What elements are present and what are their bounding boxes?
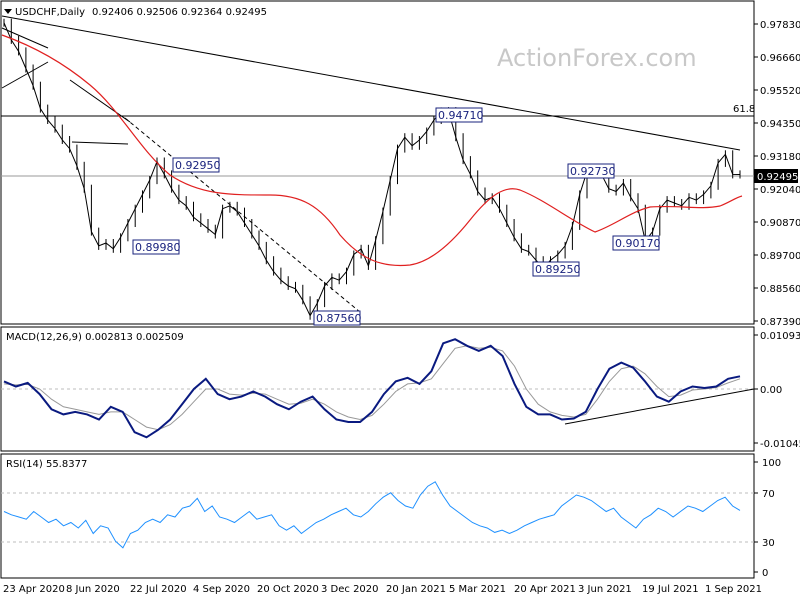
symbol-title: USDCHF,Daily xyxy=(15,7,85,18)
y-tick-label: 100 xyxy=(762,458,781,469)
price-annotations: 0.94710 0.92950 0.92730 0.89980 0.90170 … xyxy=(132,107,661,326)
y-tick-label: 0.93180 xyxy=(760,152,800,163)
x-tick-label: 19 Jul 2021 xyxy=(642,584,699,595)
x-tick-label: 8 Jun 2020 xyxy=(66,584,120,595)
x-tick-label: 22 Jul 2020 xyxy=(130,584,187,595)
x-tick-label: 5 Mar 2021 xyxy=(449,584,506,595)
annotation-label: 0.92730 xyxy=(570,165,616,178)
y-tick-label: 0.97830 xyxy=(760,20,800,31)
annotation-box: 0.89250 xyxy=(532,261,581,277)
annotation-label: 0.92950 xyxy=(175,159,221,172)
x-tick-label: 20 Oct 2020 xyxy=(257,584,319,595)
price-series xyxy=(3,22,741,317)
macd-title: MACD(12,26,9) 0.002813 0.002509 xyxy=(6,332,184,343)
fib-level-label: 61.8 xyxy=(733,104,755,115)
x-tick-label: 1 Sep 2021 xyxy=(705,584,762,595)
current-price-label: 0.92495 xyxy=(757,172,798,183)
y-tick-label: 0 xyxy=(762,568,768,579)
channel-top-line xyxy=(69,79,131,123)
y-tick-label: 0.88560 xyxy=(760,284,800,295)
rsi-y-axis: 100 70 30 0 xyxy=(754,458,781,579)
x-tick-label: 20 Jan 2021 xyxy=(386,584,446,595)
y-tick-label: 0.89700 xyxy=(760,251,800,262)
channel-bottom-line xyxy=(71,141,129,145)
price-panel-frame xyxy=(0,0,755,325)
y-tick-label: 0.90870 xyxy=(760,218,800,229)
x-tick-label: 3 Dec 2020 xyxy=(321,584,379,595)
wedge-upper-line xyxy=(1,27,49,49)
moving-average-line xyxy=(1,34,743,267)
wedge-lower-line xyxy=(1,61,49,89)
y-tick-label: 0.96660 xyxy=(760,53,800,64)
annotation-box: 0.92730 xyxy=(567,163,616,179)
price-bars xyxy=(3,18,741,320)
y-tick-label: 0.00 xyxy=(760,385,782,396)
annotation-box: 0.92950 xyxy=(172,157,221,173)
x-tick-label: 23 Apr 2020 xyxy=(3,584,65,595)
y-tick-label: 0.92040 xyxy=(760,185,800,196)
x-tick-label: 3 Jun 2021 xyxy=(578,584,632,595)
annotation-box: 0.94710 xyxy=(435,107,484,123)
ohlc-readout: 0.92406 0.92506 0.92364 0.92495 xyxy=(92,7,267,18)
falling-trendline xyxy=(1,15,741,151)
macd-trendline xyxy=(564,388,755,425)
y-tick-label: 0.87390 xyxy=(760,317,800,328)
y-tick-label: 0.95520 xyxy=(760,86,800,97)
macd-line xyxy=(3,338,741,439)
macd-y-axis: 0.010935 0.00 -0.010459 xyxy=(754,331,800,450)
y-tick-label: 0.94350 xyxy=(760,119,800,130)
annotation-box: 0.89980 xyxy=(132,239,181,255)
watermark: ActionForex.com xyxy=(497,44,697,72)
collapse-triangle-icon[interactable] xyxy=(4,9,12,14)
annotation-box: 0.87560 xyxy=(313,310,362,326)
y-tick-label: 30 xyxy=(762,538,775,549)
dashed-channel-line xyxy=(124,117,361,313)
y-tick-label: 70 xyxy=(762,489,775,500)
y-tick-label: 0.010935 xyxy=(760,331,800,342)
current-price-marker xyxy=(754,169,798,183)
annotation-box: 0.90170 xyxy=(612,235,661,251)
rsi-title: RSI(14) 55.8377 xyxy=(6,459,87,470)
annotation-label: 0.90170 xyxy=(615,237,661,250)
annotation-label: 0.89980 xyxy=(135,241,181,254)
x-axis: 23 Apr 2020 8 Jun 2020 22 Jul 2020 4 Sep… xyxy=(1,577,762,595)
annotation-label: 0.87560 xyxy=(316,312,362,325)
annotation-label: 0.94710 xyxy=(438,109,484,122)
rsi-line xyxy=(3,481,741,549)
annotation-label: 0.89250 xyxy=(535,263,581,276)
macd-signal-line xyxy=(3,345,741,431)
x-tick-label: 20 Apr 2021 xyxy=(514,584,576,595)
y-tick-label: -0.010459 xyxy=(760,439,800,450)
price-y-axis: 0.97830 0.96660 0.95520 0.94350 0.93180 … xyxy=(754,20,800,328)
x-tick-label: 4 Sep 2020 xyxy=(193,584,250,595)
